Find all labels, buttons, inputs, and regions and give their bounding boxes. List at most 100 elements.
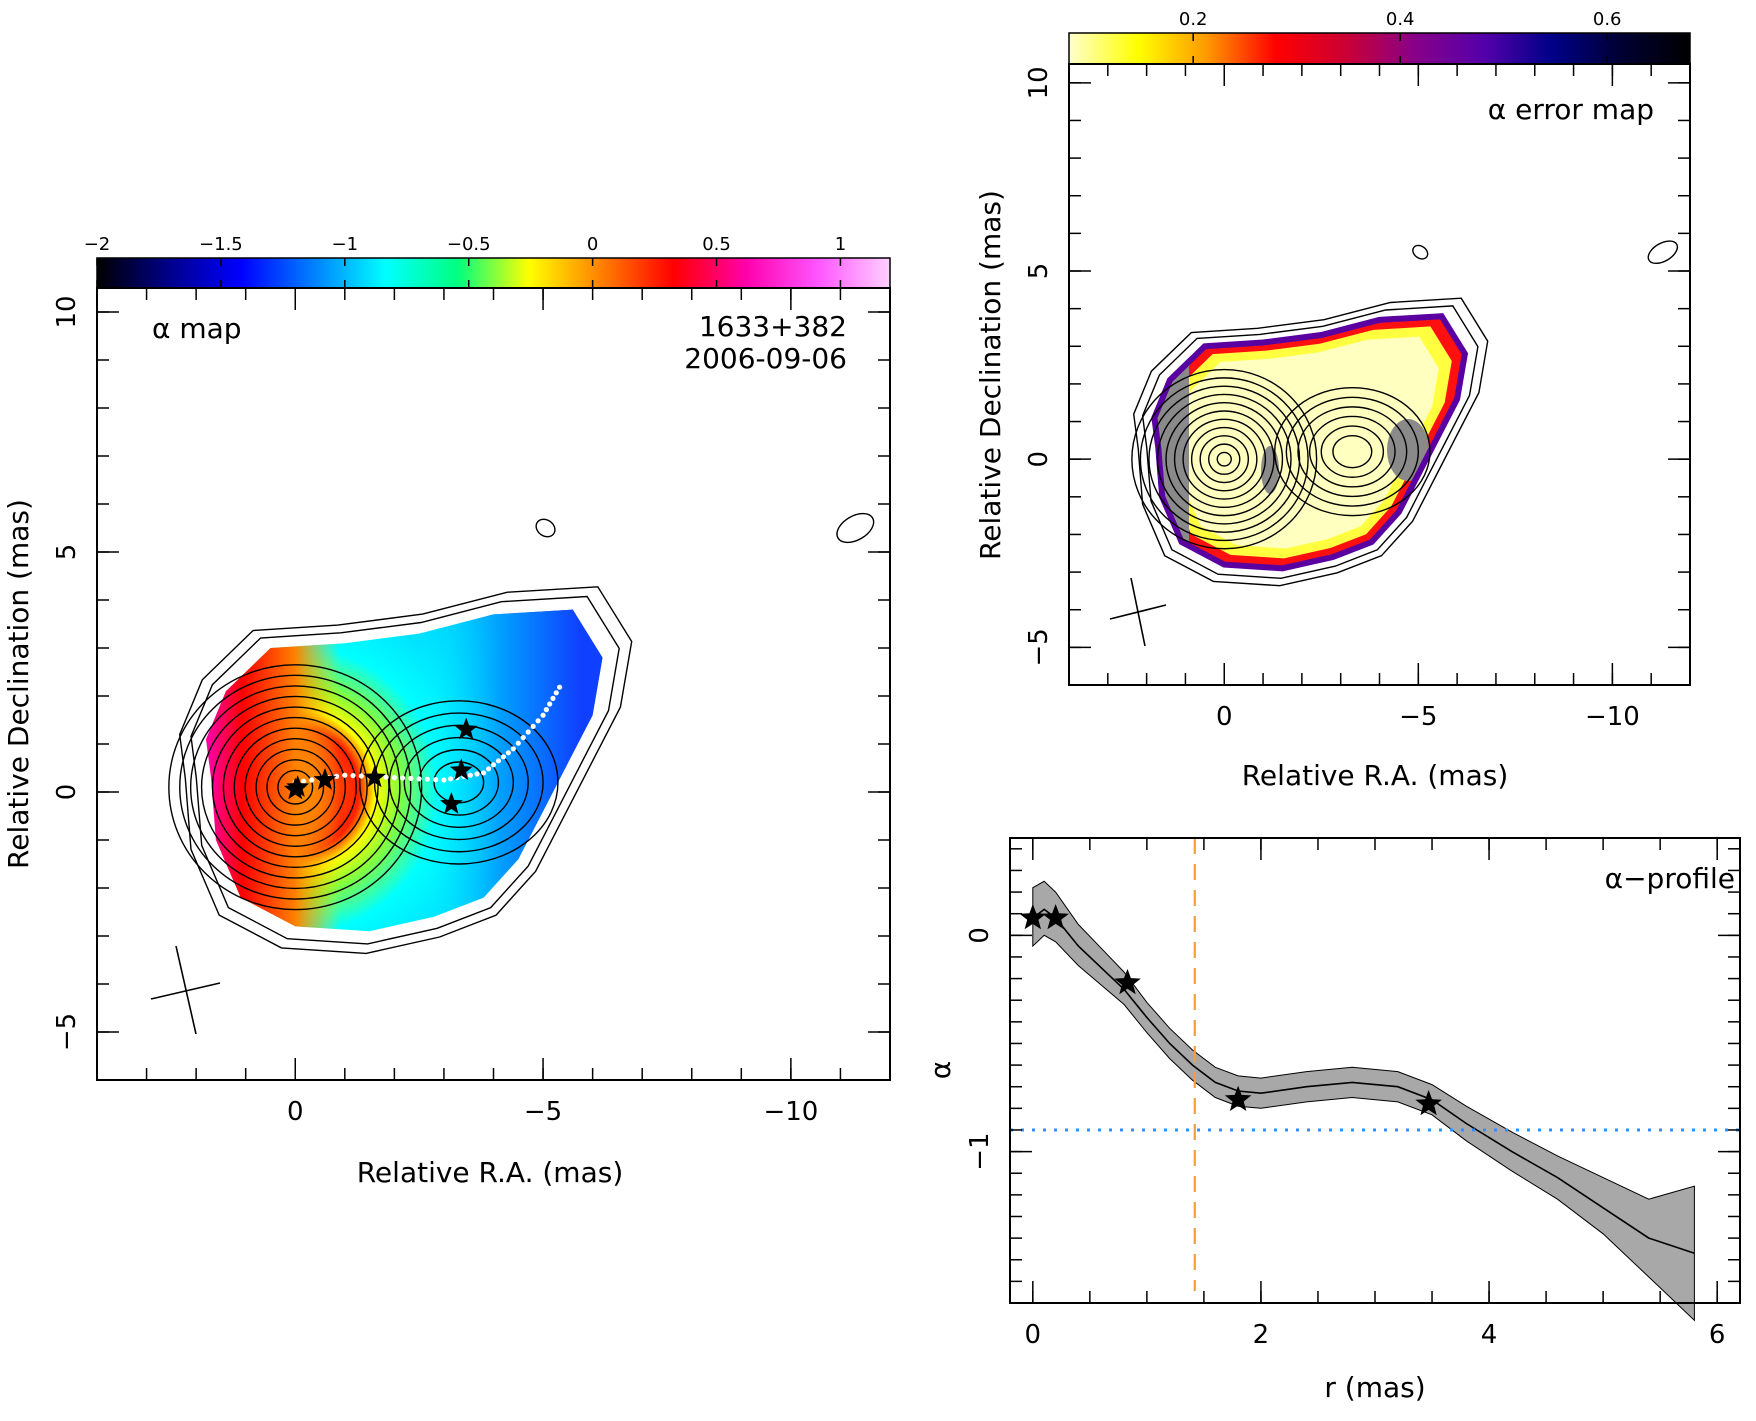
core-contour	[255, 748, 336, 826]
star-marker	[449, 758, 473, 781]
core-contour	[266, 759, 325, 816]
ridge-point	[556, 684, 563, 690]
jet-contour	[1332, 434, 1373, 469]
star-marker	[454, 717, 478, 740]
core-contour	[1216, 451, 1232, 467]
alpha-profile-xlabel: r (mas)	[1324, 1371, 1425, 1404]
ridge-point	[510, 746, 516, 752]
ridge-point	[424, 776, 431, 782]
core-contour	[1139, 377, 1309, 542]
ridge-point	[535, 718, 541, 724]
core-contour	[179, 674, 412, 900]
ridge-point	[500, 754, 507, 760]
profile-star	[1415, 1090, 1442, 1116]
y-tick-label: 0	[965, 927, 995, 944]
core-contour	[222, 716, 368, 858]
ridge-point	[480, 770, 487, 776]
isolated-contour	[836, 512, 875, 544]
ridge-point	[474, 771, 480, 777]
alpha-profile-title: α−profile	[1605, 862, 1735, 895]
ridge-point	[333, 773, 340, 780]
alpha-map-contours	[168, 512, 875, 955]
y-tick-label: 0	[1024, 451, 1054, 468]
jet-contour	[388, 724, 529, 841]
core-contour	[189, 685, 401, 890]
date-label: 2006-09-06	[684, 342, 847, 375]
star-marker	[440, 792, 463, 814]
profile-star	[1019, 904, 1047, 930]
ridge-point	[553, 690, 559, 696]
x-tick-label: −10	[763, 1097, 818, 1127]
core-contour	[1190, 426, 1258, 492]
ridge-point	[525, 729, 531, 735]
ridge-point	[416, 776, 422, 782]
core-contour	[200, 695, 390, 879]
alpha-colorbar	[96, 257, 891, 289]
colorbar-tick-label: −1	[332, 234, 359, 255]
isolated-contour	[535, 518, 556, 538]
colorbar-tick-label: 1	[835, 234, 846, 255]
jet-contour	[403, 736, 515, 828]
error-colorbar-ticks: 0.2 0.4 0.6	[1179, 9, 1622, 64]
ridge-point	[400, 775, 406, 781]
y-tick-label: −5	[1024, 628, 1054, 666]
ridge-point	[441, 777, 447, 783]
star-marker	[313, 768, 337, 790]
alpha-error-band	[1032, 880, 1695, 1322]
core-contour	[1182, 418, 1267, 500]
alpha-map-panel: −2 −1.5 −1 −0.5 0 0.5 1 0 −5 −10 −5 0 5 10 α map 163…	[2, 234, 891, 1189]
core-contour	[1208, 443, 1241, 475]
alpha-profile-line	[1032, 908, 1695, 1255]
ridge-point	[447, 776, 454, 782]
profile-star	[1224, 1085, 1252, 1111]
core-contour	[277, 769, 314, 805]
core-contour	[211, 706, 379, 869]
outer-contour	[190, 595, 620, 945]
alpha-profile-axis-ticks: 0 2 4 6 −1 0	[965, 838, 1740, 1350]
ridge-point	[543, 707, 549, 713]
x-tick-label: 0	[1216, 702, 1233, 732]
profile-stars	[1019, 904, 1442, 1116]
map-stars	[283, 717, 478, 814]
x-tick-label: −5	[524, 1097, 562, 1127]
jet-contour	[1308, 415, 1396, 488]
core-contour	[233, 727, 357, 847]
x-tick-label: 6	[1709, 1320, 1726, 1350]
alpha-map-axis-ticks: 0 −5 −10 −5 0 5 10	[52, 288, 891, 1127]
ridge-point	[433, 777, 439, 783]
alpha-profile-panel: 0 2 4 6 −1 0 α−profile r (mas) α	[924, 837, 1741, 1404]
y-tick-label: −1	[965, 1132, 995, 1170]
error-map-ylabel: Relative Declination (mas)	[974, 190, 1007, 560]
colorbar-tick-label: 0.6	[1593, 9, 1622, 30]
x-tick-label: 2	[1253, 1320, 1270, 1350]
x-tick-label: 0	[287, 1097, 304, 1127]
jet-contour	[418, 749, 500, 816]
core-contour	[1165, 402, 1284, 517]
ridge-point	[540, 712, 546, 718]
error-map-xlabel: Relative R.A. (mas)	[1242, 759, 1509, 792]
ridge-point	[383, 774, 389, 780]
error-map-contours	[1131, 240, 1679, 587]
y-tick-label: 5	[1024, 263, 1054, 280]
x-tick-label: −5	[1399, 702, 1437, 732]
outer-contour	[1141, 305, 1479, 580]
y-tick-label: 10	[1024, 66, 1054, 99]
core-contour	[1156, 393, 1292, 525]
y-tick-label: 10	[52, 295, 82, 328]
ridge-point	[309, 777, 315, 783]
outer-contour	[1132, 297, 1489, 587]
jet-contour	[1297, 406, 1408, 498]
error-map-fill	[1154, 316, 1465, 569]
ridge-point	[530, 723, 536, 730]
colorbar-tick-label: −0.5	[447, 234, 491, 255]
profile-star	[1042, 904, 1069, 930]
isolated-contour	[1412, 244, 1429, 260]
error-map-title: α error map	[1488, 93, 1654, 126]
isolated-contour	[1647, 240, 1679, 265]
ridge-point	[408, 775, 414, 782]
alpha-map-xlabel: Relative R.A. (mas)	[357, 1156, 624, 1189]
ridge-point	[550, 695, 556, 702]
colorbar-tick-label: 0.4	[1386, 9, 1415, 30]
x-tick-label: −10	[1585, 702, 1640, 732]
alpha-error-map-panel: 0.2 0.4 0.6 0 −5 −10 −5 0 5 10 α error map Relat…	[974, 9, 1691, 792]
